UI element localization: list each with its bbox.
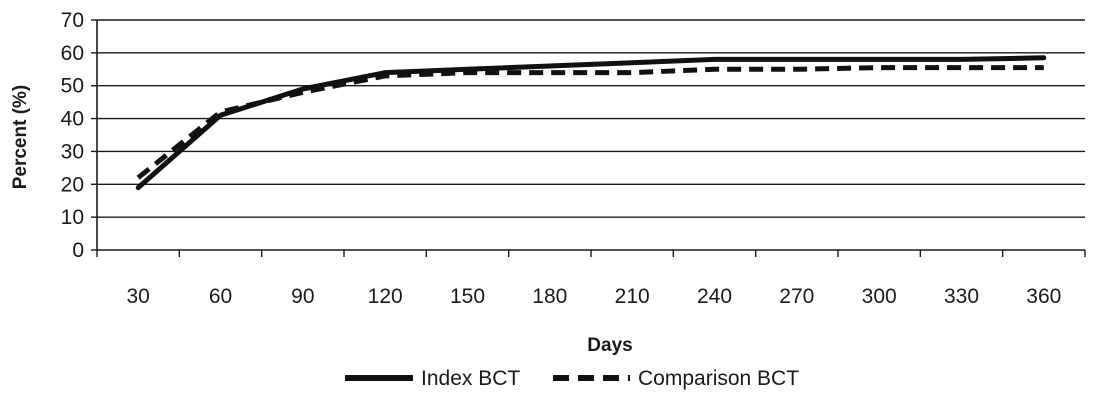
legend-item-comparison-bct: Comparison BCT [553,367,799,390]
legend-item-index-bct: Index BCT [345,367,520,390]
y-tick-label: 70 [61,9,84,32]
x-tick-label: 60 [209,285,232,308]
x-tick-label: 120 [368,285,403,308]
x-tick-label: 30 [126,285,149,308]
legend-label: Comparison BCT [638,367,799,390]
x-tick-label: 270 [779,285,814,308]
y-tick-label: 20 [61,173,84,196]
series-line-comparison-bct [136,65,1044,180]
x-axis-ticks: 30 60 90 120 150 180 210 240 270 300 330 360 [96,250,1086,308]
x-tick-label: 330 [944,285,979,308]
axes [96,20,1085,251]
y-tick-label: 10 [61,206,84,229]
x-tick-label: 210 [615,285,650,308]
y-tick-label: 50 [61,75,84,98]
x-tick-label: 150 [450,285,485,308]
y-tick-label: 0 [72,239,84,262]
y-tick-label: 40 [61,108,84,131]
legend-label: Index BCT [421,367,520,390]
y-tick-label: 60 [61,42,84,65]
gridlines [97,19,1085,218]
x-tick-label: 90 [291,285,314,308]
y-axis-title: Percent (%) [10,85,31,190]
x-tick-label: 180 [532,285,567,308]
series-line-index-bct [135,55,1047,191]
x-axis-title: Days [587,335,632,356]
series-layer [135,55,1047,191]
y-tick-label: 30 [61,140,84,163]
x-tick-label: 300 [862,285,897,308]
x-tick-label: 240 [697,285,732,308]
x-tick-label: 360 [1026,285,1061,308]
legend: Index BCT Comparison BCT [345,367,799,390]
y-axis-ticks: 0 10 20 30 40 50 60 70 [61,9,97,262]
